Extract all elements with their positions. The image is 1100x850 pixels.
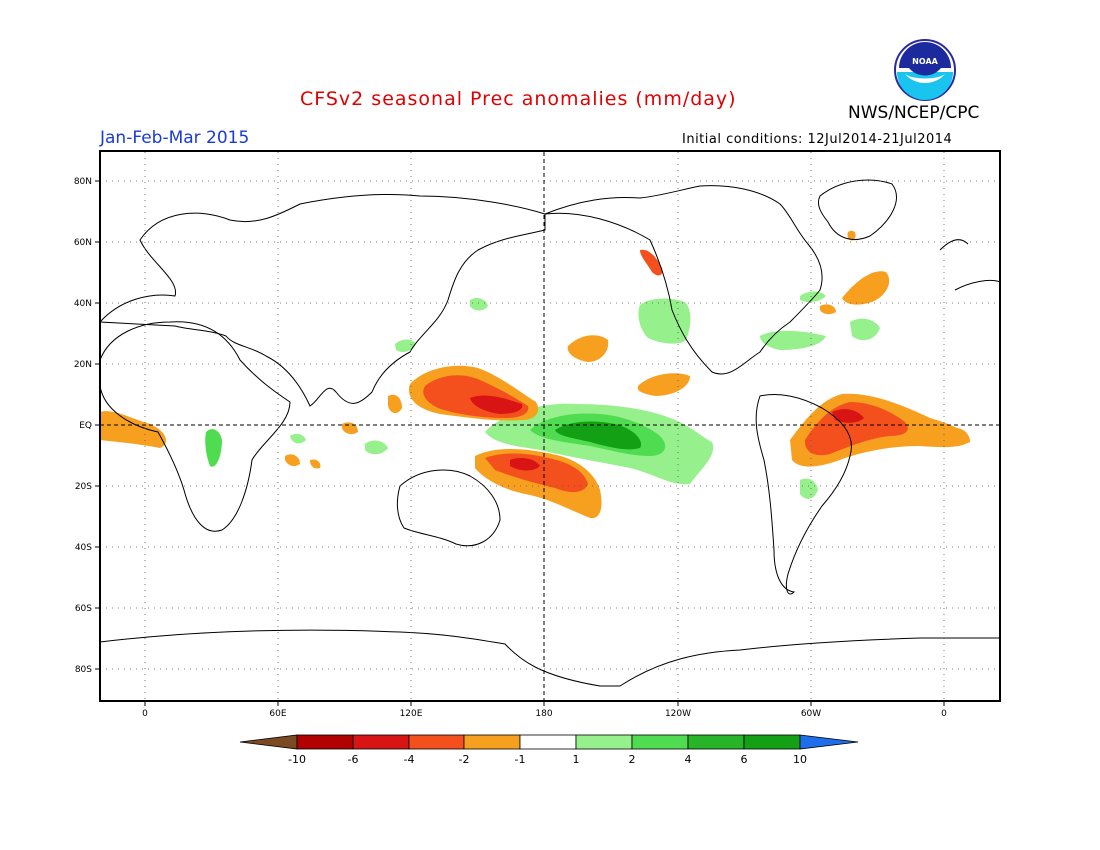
colorbar-label: -1 (515, 753, 526, 766)
colorbar-label: 6 (741, 753, 748, 766)
coastline-south-america (755, 394, 852, 595)
wet-anomaly-ne-pacific (638, 298, 691, 344)
dry-anomaly-alaska-coast (640, 249, 663, 276)
lon-label-0-east: 0 (941, 709, 947, 719)
wet-anomaly-north-atlantic (800, 291, 826, 303)
dry-anomaly-mediterranean (820, 304, 836, 315)
coastline-africa (99, 321, 291, 532)
map-frame (99, 150, 1001, 702)
dry-anomaly-east-africa (100, 411, 166, 448)
colorbar-segment (408, 734, 465, 750)
dry-anomaly-east-pacific (637, 373, 690, 396)
colorbar-segment (519, 734, 577, 750)
wet-anomaly-south-america (800, 478, 818, 499)
colorbar: -10 -6 -4 -2 -1 1 2 4 6 10 (239, 734, 859, 766)
colorbar-segment (352, 734, 410, 750)
lat-label-40s: 40S (75, 543, 92, 553)
dry-anomaly-indian-ocean (285, 454, 300, 467)
period-label: Jan-Feb-Mar 2015 (100, 128, 250, 148)
colorbar-label: -10 (288, 753, 306, 766)
wet-anomaly-africa (205, 429, 222, 467)
coastlines (98, 179, 1001, 687)
colorbar-segments (296, 734, 801, 750)
coastline-antarctica (99, 629, 1000, 687)
colorbar-label: -4 (404, 753, 415, 766)
lat-label-20n: 20N (74, 360, 92, 370)
lat-label-60s: 60S (75, 604, 92, 614)
lat-label-eq: EQ (79, 421, 92, 431)
coastline-australia (396, 469, 501, 547)
colorbar-label: 4 (685, 753, 692, 766)
initial-conditions-label: Initial conditions: 12Jul2014-21Jul2014 (682, 132, 953, 147)
colorbar-low-arrow (239, 734, 298, 750)
colorbar-label: -2 (459, 753, 470, 766)
wet-anomaly-central-pacific-core (555, 421, 642, 450)
colorbar-segment (687, 734, 745, 750)
colorbar-segment (296, 734, 354, 750)
agency-label: NWS/NCEP/CPC (848, 103, 980, 123)
lon-label-60e: 60E (269, 709, 286, 719)
dry-anomaly-north-atlantic (842, 271, 890, 305)
wet-anomaly-philippine-sea (395, 339, 416, 352)
coastline-greenland (817, 179, 897, 240)
dry-anomaly-greenland-tip (847, 230, 856, 241)
dry-anomaly-hawaii-region (567, 335, 609, 362)
coastline-north-america (544, 185, 823, 375)
noaa-logo-icon: NOAA (894, 39, 956, 101)
colorbar-label: 1 (573, 753, 580, 766)
dry-anomaly-west-pacific-north-core (470, 395, 523, 414)
lon-label-180: 180 (535, 709, 552, 719)
map-title: CFSv2 seasonal Prec anomalies (mm/day) (300, 88, 737, 110)
lat-label-80n: 80N (74, 177, 92, 187)
wet-anomaly-indian-ocean (290, 433, 306, 444)
coastline-west-europe (939, 239, 1001, 291)
anomaly-shading (100, 230, 970, 519)
colorbar-label: 10 (793, 753, 807, 766)
longitude-axis: 0 60E 120E 180 120W 60W 0 (142, 701, 947, 719)
lon-label-0: 0 (142, 709, 148, 719)
dry-anomaly-tropical-atlantic-mid (804, 402, 908, 456)
coastline-eurasia (98, 193, 546, 407)
wet-anomaly-maritime (365, 440, 388, 455)
colorbar-segment (743, 734, 801, 750)
wet-anomaly-japan (470, 298, 488, 311)
lon-label-120w: 120W (665, 709, 691, 719)
lon-label-120e: 120E (400, 709, 423, 719)
latitude-axis: 80N 60N 40N 20N EQ 20S 40S 60S 80S (74, 177, 100, 675)
dry-anomaly-tropical-atlantic-core (832, 409, 864, 423)
dry-anomaly-philippines (388, 394, 402, 414)
wet-anomaly-atlantic (760, 330, 826, 350)
dry-anomaly-sumatra (342, 422, 358, 435)
colorbar-segment (463, 734, 521, 750)
dry-anomaly-indian-ocean-2 (310, 459, 321, 469)
colorbar-segment (575, 734, 633, 750)
graticule (100, 152, 1000, 700)
lat-label-20s: 20S (75, 482, 92, 492)
lat-label-80s: 80S (75, 665, 92, 675)
lat-label-40n: 40N (74, 299, 92, 309)
colorbar-label: 2 (629, 753, 636, 766)
colorbar-high-arrow (799, 734, 859, 750)
colorbar-label: -6 (348, 753, 359, 766)
colorbar-segment (631, 734, 689, 750)
svg-text:NOAA: NOAA (912, 57, 938, 66)
wet-anomaly-mid-atlantic (850, 318, 880, 341)
lat-label-60n: 60N (74, 238, 92, 248)
dry-anomaly-west-africa-coast (950, 427, 970, 444)
lon-label-60w: 60W (801, 709, 821, 719)
dry-anomaly-sw-pacific-core (510, 458, 540, 471)
